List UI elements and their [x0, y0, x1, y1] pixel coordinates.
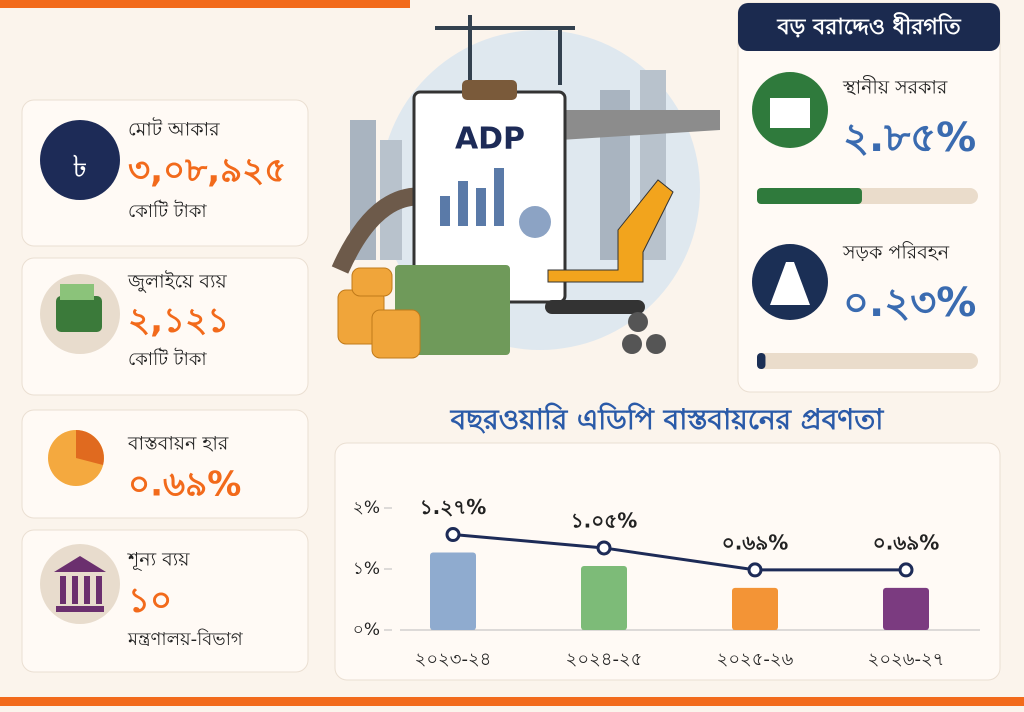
value-label: ০.৬৯% — [722, 530, 789, 554]
bar — [581, 565, 627, 630]
cash-icon — [60, 284, 94, 300]
item-value: ২.৮৫% — [843, 115, 976, 161]
icon — [40, 120, 120, 200]
crane — [435, 15, 575, 90]
wallet-icon — [56, 296, 102, 332]
excavator — [547, 179, 674, 283]
chart-box — [334, 442, 1001, 681]
value-label: ১.০৫% — [571, 508, 638, 532]
bank-icon — [54, 556, 106, 612]
progress-fill — [757, 188, 862, 204]
illustration: ADP — [331, 15, 720, 359]
pie-icon-slice — [76, 430, 104, 465]
value-label: ১.২৭% — [420, 495, 487, 519]
card-value: ৩,০৮,৯২৫ — [128, 151, 286, 191]
trend-point — [445, 527, 461, 543]
x-tick-label: ২০২৪-২৫ — [566, 649, 643, 670]
x-tick-label: ২০২৩-২৪ — [415, 649, 492, 670]
bar — [732, 587, 778, 630]
y-tick-label: ২% — [353, 498, 380, 518]
road-icon — [770, 262, 810, 305]
card-unit: কোটি টাকা — [128, 200, 207, 222]
card-label: শূন্য ব্যয় — [127, 549, 190, 571]
x-tick-label: ২০২৫-২৬ — [717, 649, 794, 670]
y-tick-label: ০% — [353, 620, 380, 640]
coins — [337, 267, 421, 359]
pipes — [622, 312, 666, 354]
x-tick-label: ২০২৬-২৭ — [868, 649, 945, 670]
trend-point — [747, 562, 763, 578]
bottom-bar — [0, 697, 1024, 706]
icon-glyph: ৳ — [73, 150, 88, 185]
y-tick-label: ১% — [353, 559, 380, 579]
clip — [462, 80, 517, 100]
progress-track — [757, 353, 978, 369]
chart-title: বছরওয়ারি এডিপি বাস্তবায়নের প্রবণতা — [450, 402, 885, 436]
item-label: স্থানীয় সরকার — [842, 76, 948, 99]
bar — [430, 552, 476, 630]
progress-fill — [757, 353, 766, 369]
card-value: ১০ — [128, 581, 172, 621]
bank-columns — [60, 576, 102, 604]
card-unit: মন্ত্রণালয়-বিভাগ — [127, 629, 244, 650]
top-bar — [0, 0, 410, 8]
cash-stack — [395, 265, 510, 355]
flyover — [560, 110, 720, 140]
panel-header — [738, 3, 1000, 51]
excavator-track — [545, 300, 645, 314]
item-value: ০.২৩% — [843, 280, 976, 326]
building-icon — [770, 98, 810, 128]
card-value: ০.৬৯% — [128, 465, 241, 505]
card-label: জুলাইয়ে ব্যয় — [127, 271, 227, 294]
trend-point — [596, 540, 612, 556]
clipboard-bars — [440, 168, 504, 226]
trend-point — [898, 562, 914, 578]
card-value: ২,১২১ — [128, 301, 229, 341]
clipboard-pie — [519, 206, 551, 238]
value-label: ০.৬৯% — [873, 530, 940, 554]
card-label: বাস্তবায়ন হার — [127, 433, 229, 455]
card-unit: কোটি টাকা — [128, 348, 207, 370]
panel-title: বড় বরাদ্দেও ধীরগতি — [776, 12, 962, 40]
cards: ৳ মোট আকার ৩,০৮,৯২৫ কোটি টাকা জুলাইয়ে ব… — [21, 99, 309, 673]
clipboard-label: ADP — [455, 122, 525, 157]
trend-line — [452, 533, 906, 572]
item-label: সড়ক পরিবহন — [842, 242, 950, 264]
card-label: মোট আকার — [128, 118, 220, 141]
bar — [883, 587, 929, 630]
